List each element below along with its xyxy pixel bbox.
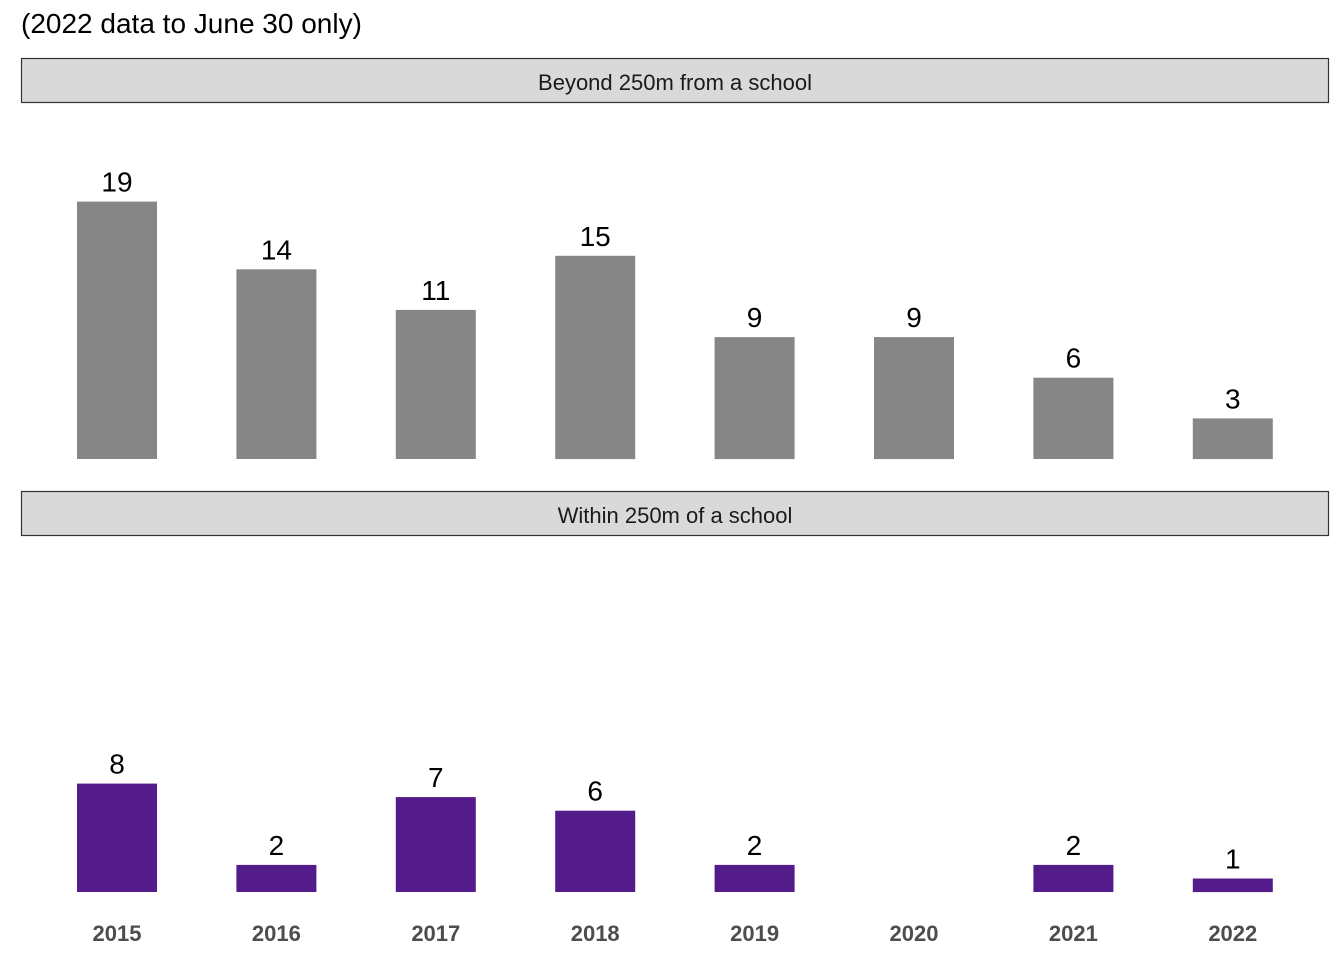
- data-label-facet0-2021: 6: [1066, 343, 1082, 374]
- x-axis: 2015 2016 2017 2018 2019 2020 2021 2022: [93, 921, 1258, 946]
- data-label-facet1-2015: 8: [109, 749, 125, 780]
- bar-facet0-2018: [555, 255, 636, 460]
- x-tick-label-2015: 2015: [93, 921, 142, 946]
- bar-facet0-2022: [1192, 418, 1273, 460]
- data-label-facet0-2022: 3: [1225, 383, 1241, 414]
- x-tick-label-2017: 2017: [411, 921, 460, 946]
- bar-facet1-2017: [395, 797, 476, 892]
- data-label-facet1-2016: 2: [269, 830, 285, 861]
- chart-subtitle: (2022 data to June 30 only): [21, 8, 362, 39]
- bar-facet0-2015: [77, 201, 157, 459]
- data-label-facet0-2016: 14: [261, 234, 292, 265]
- x-tick-label-2018: 2018: [571, 921, 620, 946]
- bar-facet1-2016: [236, 864, 317, 892]
- facet-strip-label-within: Within 250m of a school: [558, 503, 793, 528]
- bar-facet1-2021: [1033, 864, 1114, 892]
- x-tick-label-2020: 2020: [890, 921, 939, 946]
- bar-facet0-2020: [874, 337, 954, 460]
- bar-facet1-2022: [1192, 878, 1273, 893]
- bar-facet0-2016: [236, 269, 317, 459]
- facet-strip-within: [20, 490, 1330, 537]
- data-label-facet1-2017: 7: [428, 762, 444, 793]
- data-label-facet1-2021: 2: [1066, 830, 1082, 861]
- bar-facet1-2019: [714, 864, 795, 892]
- bar-facet0-2021: [1033, 377, 1114, 459]
- bar-facet1-2018: [555, 810, 636, 892]
- bar-facet0-2017: [395, 309, 476, 459]
- data-label-facet0-2020: 9: [906, 302, 922, 333]
- facet-strip-label-beyond: Beyond 250m from a school: [538, 70, 812, 95]
- facet-strip-beyond: [20, 57, 1330, 104]
- bar-facet1-2015: [77, 783, 157, 892]
- facet-panel-within: Within 250m of a school 8 2 7 6 2 2 1: [20, 490, 1330, 893]
- facet-panel-beyond: Beyond 250m from a school 19 14 11 15 9 9 6 3: [20, 57, 1330, 460]
- bar-facet0-2019: [714, 337, 795, 460]
- data-label-facet0-2019: 9: [747, 302, 763, 333]
- x-tick-label-2019: 2019: [730, 921, 779, 946]
- x-tick-label-2016: 2016: [252, 921, 301, 946]
- data-label-facet0-2017: 11: [421, 275, 450, 306]
- data-label-facet1-2022: 1: [1225, 844, 1241, 875]
- data-label-facet1-2019: 2: [747, 830, 763, 861]
- data-label-facet1-2018: 6: [587, 776, 603, 807]
- x-tick-label-2021: 2021: [1049, 921, 1098, 946]
- data-label-facet0-2018: 15: [580, 221, 611, 252]
- x-tick-label-2022: 2022: [1208, 921, 1257, 946]
- data-label-facet0-2015: 19: [101, 167, 132, 198]
